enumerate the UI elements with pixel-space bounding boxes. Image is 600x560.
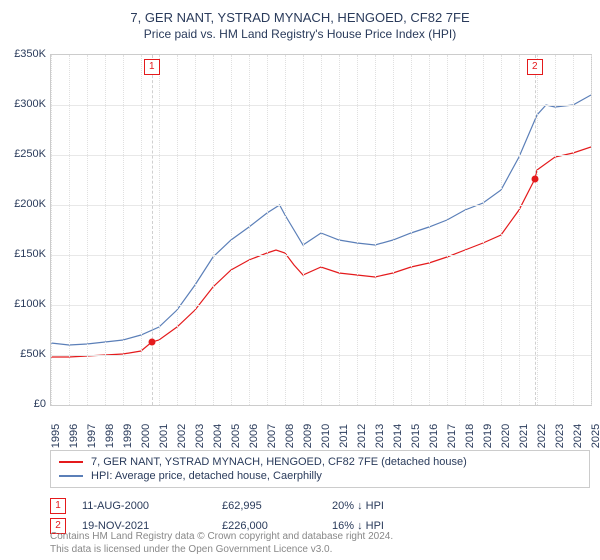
x-tick-label: 2012 (356, 424, 368, 448)
x-tick-label: 2013 (374, 424, 386, 448)
event-dot (148, 339, 155, 346)
legend: 7, GER NANT, YSTRAD MYNACH, HENGOED, CF8… (50, 450, 590, 488)
x-tick-label: 2004 (212, 424, 224, 448)
event-dot (531, 176, 538, 183)
event-row: 1 11-AUG-2000£62,99520% ↓ HPI (50, 496, 590, 516)
x-tick-label: 2006 (248, 424, 260, 448)
footnote-line: Contains HM Land Registry data © Crown c… (50, 530, 393, 543)
y-tick-label: £250K (14, 148, 46, 160)
x-tick-label: 2001 (158, 424, 170, 448)
x-tick-label: 2018 (464, 424, 476, 448)
y-tick-label: £150K (14, 248, 46, 260)
x-tick-label: 2023 (554, 424, 566, 448)
legend-label: HPI: Average price, detached house, Caer… (91, 470, 322, 482)
y-tick-label: £50K (20, 348, 46, 360)
x-axis-labels: 1995199619971998199920002001200220032004… (50, 408, 590, 438)
legend-label: 7, GER NANT, YSTRAD MYNACH, HENGOED, CF8… (91, 456, 467, 468)
x-tick-label: 1997 (86, 424, 98, 448)
x-tick-label: 2022 (536, 424, 548, 448)
x-tick-label: 1998 (104, 424, 116, 448)
legend-row: 7, GER NANT, YSTRAD MYNACH, HENGOED, CF8… (59, 455, 581, 469)
legend-swatch (59, 475, 83, 477)
y-tick-label: £300K (14, 98, 46, 110)
x-tick-label: 1999 (122, 424, 134, 448)
y-tick-label: £0 (34, 398, 46, 410)
y-tick-label: £200K (14, 198, 46, 210)
x-tick-label: 2005 (230, 424, 242, 448)
x-tick-label: 2009 (302, 424, 314, 448)
y-tick-label: £350K (14, 48, 46, 60)
x-tick-label: 2007 (266, 424, 278, 448)
event-row-marker: 1 (50, 498, 66, 514)
page-title: 7, GER NANT, YSTRAD MYNACH, HENGOED, CF8… (0, 10, 600, 25)
chart-area: 12 (50, 54, 592, 406)
event-date: 11-AUG-2000 (82, 500, 222, 512)
x-tick-label: 2000 (140, 424, 152, 448)
legend-row: HPI: Average price, detached house, Caer… (59, 469, 581, 483)
event-marker: 2 (527, 59, 543, 75)
x-tick-label: 2017 (446, 424, 458, 448)
x-tick-label: 2002 (176, 424, 188, 448)
legend-swatch (59, 461, 83, 463)
y-axis-labels: £0£50K£100K£150K£200K£250K£300K£350K (0, 54, 46, 404)
x-tick-label: 2021 (518, 424, 530, 448)
x-tick-label: 2019 (482, 424, 494, 448)
x-tick-label: 2015 (410, 424, 422, 448)
x-tick-label: 2011 (338, 424, 350, 448)
x-tick-label: 2010 (320, 424, 332, 448)
x-tick-label: 2020 (500, 424, 512, 448)
page-subtitle: Price paid vs. HM Land Registry's House … (0, 27, 600, 41)
x-tick-label: 2016 (428, 424, 440, 448)
footnote: Contains HM Land Registry data © Crown c… (50, 530, 393, 556)
x-tick-label: 2024 (572, 424, 584, 448)
event-price: £62,995 (222, 500, 332, 512)
x-tick-label: 2025 (590, 424, 600, 448)
x-tick-label: 1995 (50, 424, 62, 448)
x-tick-label: 1996 (68, 424, 80, 448)
x-tick-label: 2003 (194, 424, 206, 448)
x-tick-label: 2008 (284, 424, 296, 448)
footnote-line: This data is licensed under the Open Gov… (50, 543, 393, 556)
x-tick-label: 2014 (392, 424, 404, 448)
event-marker: 1 (144, 59, 160, 75)
y-tick-label: £100K (14, 298, 46, 310)
event-diff: 20% ↓ HPI (332, 500, 432, 512)
